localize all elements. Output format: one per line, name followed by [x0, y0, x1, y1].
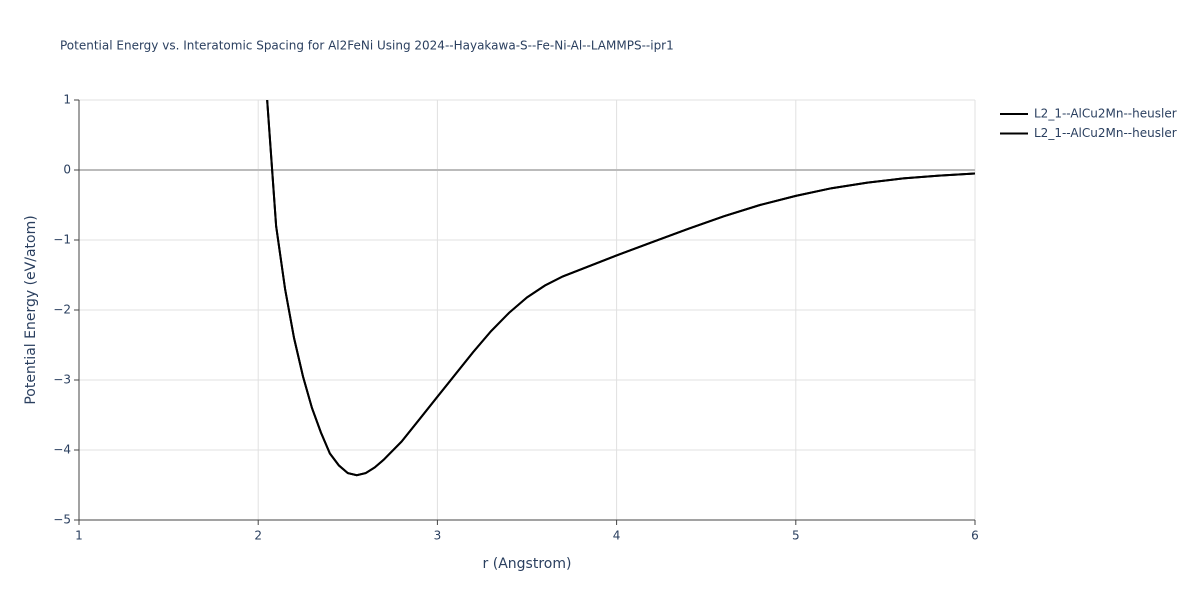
- y-tick-label: −3: [53, 373, 71, 387]
- x-tick-label: 2: [254, 529, 262, 543]
- y-axis-label: Potential Energy (eV/atom): [23, 215, 39, 404]
- x-tick-label: 6: [971, 529, 979, 543]
- y-tick-label: 1: [63, 93, 71, 107]
- y-tick-label: −1: [53, 233, 71, 247]
- legend-label: L2_1--AlCu2Mn--heusler: [1034, 126, 1177, 140]
- y-tick-label: −5: [53, 513, 71, 527]
- line-series: [266, 100, 975, 477]
- x-tick-label: 4: [613, 529, 621, 543]
- legend-label: L2_1--AlCu2Mn--heusler: [1034, 107, 1177, 121]
- y-tick-label: −4: [53, 443, 71, 457]
- chart-title: Potential Energy vs. Interatomic Spacing…: [60, 39, 674, 53]
- y-tick-label: 0: [63, 163, 71, 177]
- x-tick-label: 3: [434, 529, 442, 543]
- x-tick-label: 1: [75, 529, 83, 543]
- x-axis-label: r (Angstrom): [483, 556, 572, 572]
- line-series: [266, 100, 975, 477]
- x-tick-label: 5: [792, 529, 800, 543]
- y-tick-label: −2: [53, 303, 71, 317]
